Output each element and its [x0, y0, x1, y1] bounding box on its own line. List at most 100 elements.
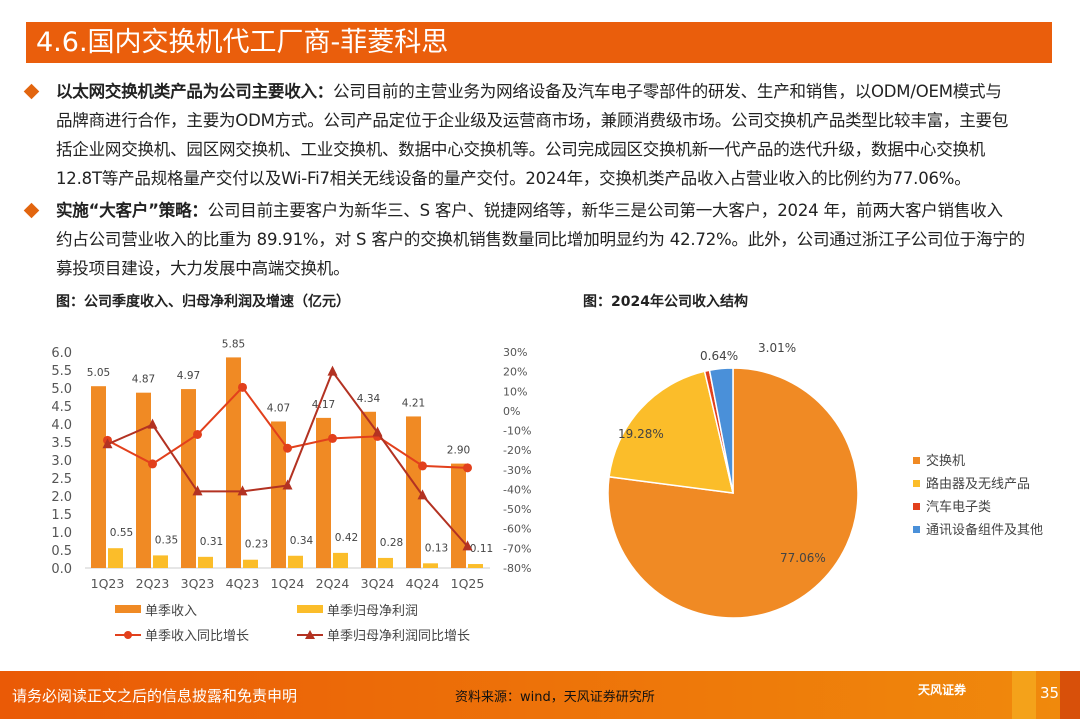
x-tick-label: 2Q24: [316, 576, 350, 591]
pie-slice: [708, 367, 734, 494]
line-text: 公司目前的主营业务为网络设备及汽车电子零部件的研发、生产和销售，以ODM/OEM…: [333, 82, 1002, 101]
data-label: 0.13: [425, 542, 448, 554]
legend-swatch: [913, 503, 920, 510]
profit-bar: [468, 564, 483, 568]
y2-tick-label: -50%: [503, 503, 531, 516]
legend-label: 单季归母净利润: [327, 604, 418, 619]
line-point: [148, 459, 157, 469]
line-point: [283, 443, 292, 453]
x-tick-label: 4Q24: [406, 576, 440, 591]
y-tick-label: 0.0: [51, 562, 72, 577]
y2-tick-label: -20%: [503, 444, 531, 457]
legend-swatch: [913, 457, 920, 464]
data-label: 0.42: [335, 532, 358, 544]
slice-label: 0.64%: [700, 349, 738, 363]
paragraph-line: 以太网交换机类产品为公司主要收入：公司目前的主营业务为网络设备及汽车电子零部件的…: [56, 78, 1002, 102]
data-label: 4.17: [312, 399, 335, 411]
slice-label: 3.01%: [758, 341, 796, 355]
legend-swatch: [913, 480, 920, 487]
data-label: 5.05: [87, 367, 110, 379]
y2-tick-label: 30%: [503, 346, 527, 359]
legend-swatch: [297, 605, 323, 613]
y-tick-label: 1.5: [51, 508, 72, 523]
legend-swatch: [913, 526, 920, 533]
legend-label: 路由器及无线产品: [926, 476, 1030, 492]
pie-slice: [608, 370, 734, 494]
y-tick-label: 5.5: [51, 364, 72, 379]
line-point: [102, 438, 113, 449]
decor-block: [1012, 671, 1036, 719]
line-point: [328, 433, 337, 443]
y-tick-label: 1.0: [51, 526, 72, 541]
legend-label: 单季收入: [145, 604, 197, 619]
paragraph-line: 品牌商进行合作，主要为ODM方式。公司产品定位于企业级及运营商市场，兼顾消费级市…: [56, 107, 1008, 131]
bar-line-chart: 0.0 0.5 1.0 1.5 2.0 2.5 3.0 3.5 4.0 4.5 5.0 5.5 6.0 -…: [51, 338, 531, 644]
y2-tick-label: 10%: [503, 385, 527, 398]
slice-label: 77.06%: [780, 551, 826, 565]
line-text: 括企业网交换机、园区网交换机、工业交换机、数据中心交换机等。公司完成园区交换机新…: [56, 140, 986, 159]
disclaimer-link[interactable]: 请务必阅读正文之后的信息披露和免责申明: [12, 687, 298, 705]
revenue-bar: [316, 417, 331, 568]
revenue-bar: [361, 411, 376, 568]
line-point: [282, 479, 293, 490]
paragraph-line: 括企业网交换机、园区网交换机、工业交换机、数据中心交换机等。公司完成园区交换机新…: [56, 136, 985, 160]
revenue-bar: [451, 463, 466, 568]
paragraph-line: 12.8T等产品规格量产交付以及Wi-Fi7相关无线设备的量产交付。2024年，…: [56, 165, 971, 189]
data-label: 0.34: [290, 535, 314, 547]
y2-tick-label: -30%: [503, 464, 531, 477]
y2-tick-label: -80%: [503, 562, 531, 575]
revenue-bar: [406, 416, 421, 568]
paragraph-line: 募投项目建设，大力发展中高端交换机。: [56, 255, 350, 279]
legend-label: 通讯设备组件及其他: [926, 522, 1043, 538]
x-tick-label: 3Q23: [181, 576, 215, 591]
pie-chart: 77.06% 交换机 19.28% 路由器及无线产品 0.64% 汽车电子类 3.01% 通讯…: [607, 341, 1043, 619]
line-point: [463, 463, 472, 473]
x-tick-label: 1Q24: [271, 576, 305, 591]
y-tick-label: 5.0: [51, 382, 72, 397]
bullet-heading: 以太网交换机类产品为公司主要收入：: [56, 82, 334, 101]
revenue-bar: [271, 421, 286, 568]
slide-title: 4.6.国内交换机代工厂商-菲菱科思: [26, 22, 1052, 63]
data-label: 4.07: [267, 402, 290, 414]
line-text: 品牌商进行合作，主要为ODM方式。公司产品定位于企业级及运营商市场，兼顾消费级市…: [56, 111, 1009, 130]
line-point: [147, 418, 158, 429]
data-label: 0.11: [470, 543, 493, 555]
legend-label: 交换机: [926, 453, 965, 469]
data-label: 0.23: [245, 539, 268, 551]
legend-swatch: [115, 605, 141, 613]
source-note: 资料来源：wind，天风证券研究所: [455, 690, 655, 705]
pie-chart-title: 图：2024年公司收入结构: [583, 294, 748, 310]
data-label: 4.34: [357, 393, 381, 405]
y2-tick-label: 0%: [503, 405, 520, 418]
data-label: 0.31: [200, 536, 223, 548]
profit-bar: [153, 555, 168, 568]
line-point: [193, 429, 202, 439]
line-point: [192, 485, 203, 496]
paragraph-line: 约占公司营业收入的比重为 89.91%，对 S 客户的交换机销售数量同比增加明显…: [56, 226, 1025, 250]
decor-block: [1060, 671, 1080, 719]
y2-tick-label: 20%: [503, 366, 527, 379]
x-tick-label: 3Q24: [361, 576, 395, 591]
line-text: 公司目前主要客户为新华三、S 客户、锐捷网络等，新华三是公司第一大客户，2024…: [207, 201, 1003, 220]
brand-logo: 天风证券: [918, 683, 967, 697]
legend-label: 单季归母净利润同比增长: [327, 629, 470, 644]
line-point: [237, 485, 248, 496]
x-tick-label: 1Q25: [451, 576, 485, 591]
profit-bar: [288, 555, 303, 568]
revenue-bar: [226, 357, 241, 568]
data-label: 4.97: [177, 370, 200, 382]
line-text: 12.8T等产品规格量产交付以及Wi-Fi7相关无线设备的量产交付。2024年，…: [56, 169, 971, 188]
y-tick-label: 0.5: [51, 544, 72, 559]
legend-label: 单季收入同比增长: [145, 629, 249, 644]
profit-bar: [108, 548, 123, 568]
footer: 请务必阅读正文之后的信息披露和免责申明 资料来源：wind，天风证券研究所 天风…: [0, 671, 1080, 719]
profit-bar: [243, 559, 258, 568]
line-point: [462, 540, 473, 551]
line-point: [417, 489, 428, 500]
legend-marker: [305, 630, 315, 639]
y-tick-label: 4.5: [51, 400, 72, 415]
bar-chart-title: 图：公司季度收入、归母净利润及增速（亿元）: [56, 294, 350, 310]
line-point: [327, 365, 338, 376]
x-tick-label: 4Q23: [226, 576, 260, 591]
line-text: 募投项目建设，大力发展中高端交换机。: [56, 259, 350, 278]
